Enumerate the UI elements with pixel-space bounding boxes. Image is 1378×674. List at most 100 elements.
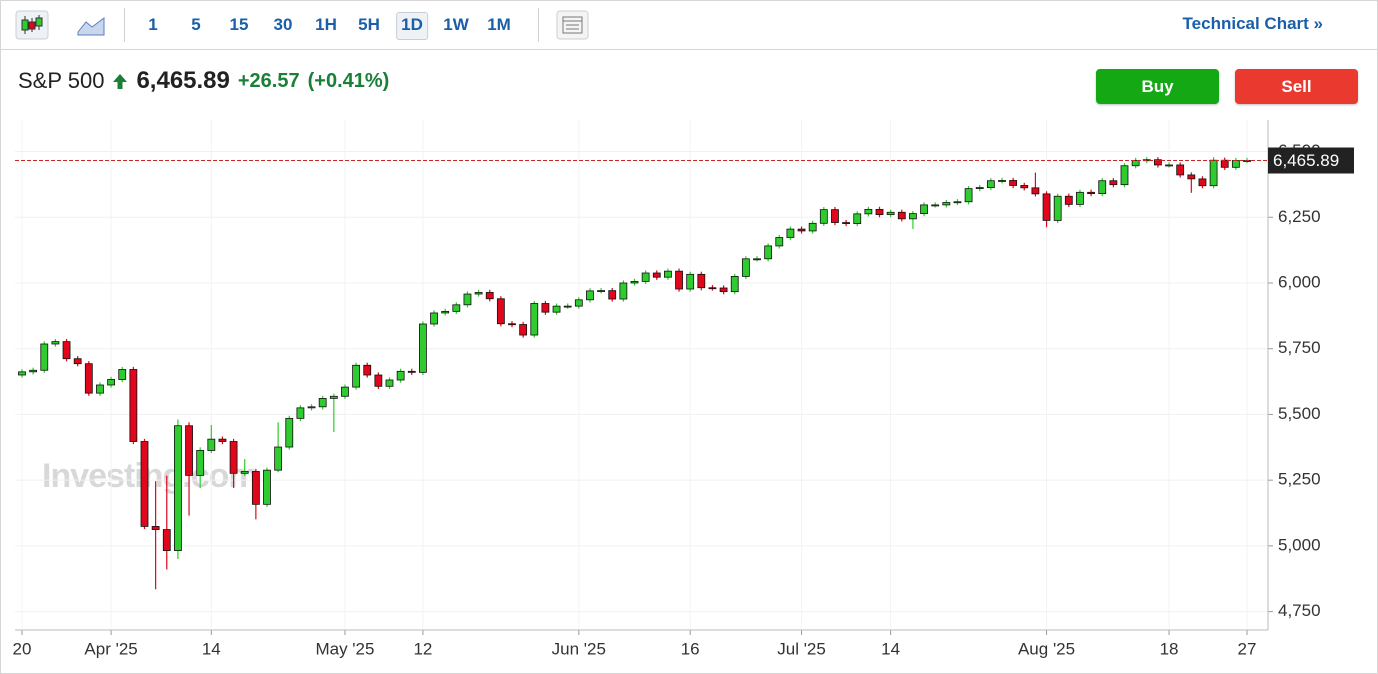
candle-body — [1165, 164, 1173, 167]
buy-button[interactable]: Buy — [1096, 69, 1219, 104]
y-tick-label: 5,500 — [1278, 404, 1321, 423]
x-tick-label: 27 — [1238, 639, 1257, 658]
candle-body — [96, 384, 104, 394]
candle-body — [174, 425, 182, 552]
candle-body — [1131, 160, 1140, 167]
candle-body — [374, 374, 383, 387]
candle-body — [107, 379, 115, 386]
candle-body — [875, 208, 884, 216]
candle-body — [619, 282, 628, 300]
candle-body — [341, 386, 349, 397]
candle-body — [1120, 165, 1129, 186]
layout-icon[interactable] — [556, 10, 589, 40]
candle-body — [797, 228, 806, 232]
interval-button[interactable]: 1D — [396, 12, 428, 40]
change: +26.57 — [237, 69, 300, 92]
candle-body — [1020, 185, 1029, 189]
candle-body — [775, 237, 784, 247]
candle-body — [942, 202, 951, 206]
interval-button[interactable]: 1M — [487, 15, 511, 34]
interval-button[interactable]: 15 — [229, 15, 249, 34]
x-tick-label: Jul '25 — [777, 639, 826, 658]
candle-body — [964, 188, 973, 203]
candle-body — [819, 209, 828, 224]
candle-body — [741, 258, 750, 277]
y-tick-label: 6,000 — [1278, 272, 1321, 291]
y-tick-label: 5,000 — [1278, 535, 1321, 554]
candle-body — [519, 324, 528, 336]
candle-body — [1220, 159, 1229, 168]
candle-body — [753, 258, 761, 261]
candle-body — [1009, 180, 1018, 186]
x-tick-label: Aug '25 — [1018, 639, 1075, 658]
candle-body — [675, 270, 683, 290]
candle-body — [318, 397, 327, 408]
candle-body — [641, 272, 650, 282]
area-icon[interactable] — [77, 14, 105, 36]
interval-button[interactable]: 1H — [315, 15, 337, 34]
candle-body — [508, 323, 516, 326]
candle-body — [842, 222, 850, 224]
candle-body — [1209, 159, 1218, 187]
candle-body — [1187, 174, 1196, 180]
candle-body — [920, 204, 928, 214]
interval-button[interactable]: 5H — [358, 15, 380, 34]
candle-body — [853, 213, 862, 224]
x-tick-label: 14 — [881, 639, 900, 658]
candle-body — [552, 305, 561, 313]
price-label: 6,465.89 — [1273, 151, 1339, 170]
x-tick-label: 14 — [202, 639, 221, 658]
candle-body — [1109, 180, 1118, 186]
x-tick-label: 16 — [681, 639, 700, 658]
toolbar: Technical Chart » 1 5 15 30 1H 5H 1D 1W 1M — [0, 0, 1378, 50]
candle-body — [764, 245, 773, 260]
candle-body — [897, 211, 906, 220]
candle-body — [62, 341, 71, 360]
candle-body — [986, 180, 995, 188]
candle-body — [430, 312, 438, 325]
x-tick-label: 12 — [413, 639, 432, 658]
interval-button[interactable]: 30 — [273, 15, 293, 34]
sell-button[interactable]: Sell — [1235, 69, 1358, 104]
x-tick-label: 20 — [13, 639, 32, 658]
candle-body — [1042, 193, 1051, 221]
candle-body — [998, 180, 1006, 182]
candle-body — [419, 323, 427, 373]
candle-body — [385, 379, 394, 387]
candle-body — [719, 287, 728, 293]
candle-body — [953, 201, 962, 204]
candle-body — [574, 299, 583, 307]
price: 6,465.89 — [136, 67, 230, 94]
candle-body — [652, 272, 661, 278]
candle-body — [485, 292, 494, 300]
candle-body — [686, 273, 695, 290]
interval-button[interactable]: 1W — [443, 15, 469, 34]
candle-body — [463, 293, 472, 306]
candle-body — [608, 290, 617, 300]
candle-body — [129, 369, 138, 442]
candle-body — [664, 270, 672, 278]
candle-body — [307, 406, 316, 409]
candle-body — [29, 369, 38, 373]
candle-body — [496, 298, 505, 325]
candle-body — [51, 341, 60, 345]
x-tick-label: Jun '25 — [552, 639, 606, 658]
candle-body — [151, 526, 160, 530]
candle-body — [185, 425, 193, 476]
technical-chart-link[interactable]: Technical Chart » — [1182, 14, 1323, 33]
candle-body — [196, 450, 205, 476]
candle-body — [541, 303, 550, 313]
candle-body — [263, 469, 271, 505]
candle-body — [407, 370, 416, 373]
candle-body — [229, 441, 238, 474]
candle-body — [207, 438, 216, 451]
candle-icon[interactable] — [15, 10, 49, 40]
interval-button[interactable]: 5 — [191, 15, 201, 34]
candle-body — [296, 407, 305, 419]
candle-body — [563, 305, 572, 308]
candle-body — [251, 471, 260, 505]
interval-button[interactable]: 1 — [148, 15, 158, 34]
candle-body — [363, 364, 372, 376]
candle-body — [864, 208, 873, 215]
